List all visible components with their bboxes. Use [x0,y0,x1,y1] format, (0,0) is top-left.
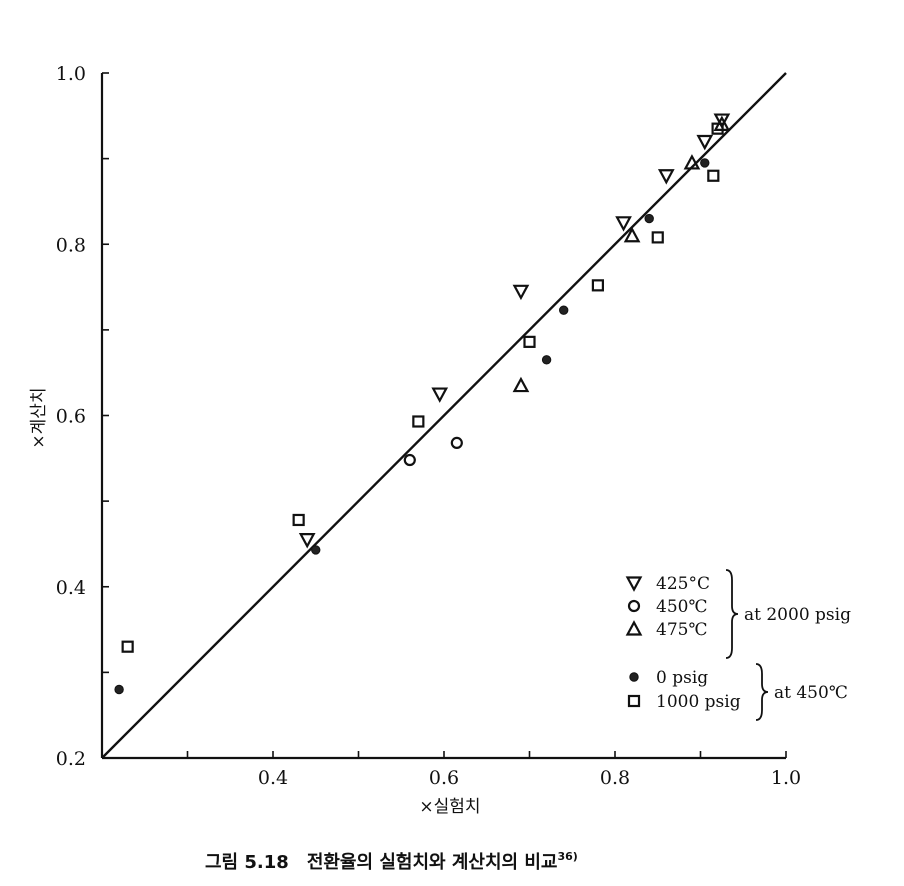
data-point [651,231,664,244]
data-point [412,415,425,428]
axis-ticks: 0.4 0.6 0.8 1.0 0.2 0.4 0.6 0.8 1.0 [56,63,801,789]
y-tick-label: 0.6 [56,406,86,428]
data-point [431,387,449,403]
legend-label: 425°C [656,574,710,594]
figure-reference: 36) [557,850,577,863]
legend-brace-temperature [755,663,769,721]
parity-line [101,72,787,759]
data-point [559,305,569,315]
data-point [523,335,536,348]
data-point [512,376,530,393]
figure-caption: 그림 5.18 전환율의 실험치와 계산치의 비교36) [205,850,578,873]
y-axis-label: ×계산치 [29,387,49,448]
legend-marker [629,672,639,682]
data-point [644,213,654,224]
legend-marker [627,694,641,708]
legend-label: 0 psig [656,668,708,688]
series-triangle-down [298,113,731,549]
series-square [121,122,724,653]
legend-group-label-2000psig: at 2000 psig [744,605,851,625]
x-tick-label: 0.8 [600,767,630,789]
x-tick-label: 0.4 [258,767,288,789]
legend-brace-pressure [725,569,739,659]
legend-entry: 450℃ [627,597,707,617]
legend-entry: 475℃ [625,620,707,640]
x-tick-label: 0.6 [429,767,459,789]
y-tick-label: 1.0 [56,63,86,85]
series-filled-circle [114,158,710,695]
figure-title: 전환율의 실험치와 계산치의 비교 [307,851,558,873]
legend-label: 475℃ [656,620,707,640]
y-tick-label: 0.8 [56,234,86,256]
data-point [403,453,416,467]
legend-entry: 1000 psig [627,692,741,712]
data-point [121,640,134,653]
y-tick-label: 0.2 [56,748,86,770]
legend-marker [625,620,643,636]
data-point [707,169,720,182]
data-point [696,134,714,151]
legend-group-label-450c: at 450℃ [774,683,848,703]
data-point [114,684,124,695]
x-axis-label: ×실험치 [419,797,480,817]
data-point [311,545,321,555]
legend-label: 1000 psig [656,692,741,712]
data-point [541,355,552,365]
data-points [114,113,731,695]
data-point [657,169,675,185]
data-point [683,154,701,170]
data-point [512,284,530,301]
data-point [623,226,641,243]
legend-marker [625,576,643,592]
legend-marker [627,599,641,613]
series-circle [403,436,463,467]
data-point [450,436,463,449]
legend-entry: 425°C [625,574,710,594]
x-tick-label: 1.0 [771,767,801,789]
legend-label: 450℃ [656,597,707,617]
figure-number: 그림 5.18 [205,852,289,873]
data-point [713,113,731,129]
series-triangle-up [512,115,731,393]
data-point [615,216,632,232]
legend: 425°C 450℃ 475℃ 0 psig 1000 psig at 2000 psig… [625,569,851,721]
data-point [298,533,316,549]
data-point [700,158,710,168]
legend-entry: 0 psig [629,668,708,688]
data-point [591,279,605,292]
y-tick-label: 0.4 [56,577,86,599]
data-point [711,122,724,135]
data-point [292,513,305,527]
parity-line-group [101,72,787,759]
